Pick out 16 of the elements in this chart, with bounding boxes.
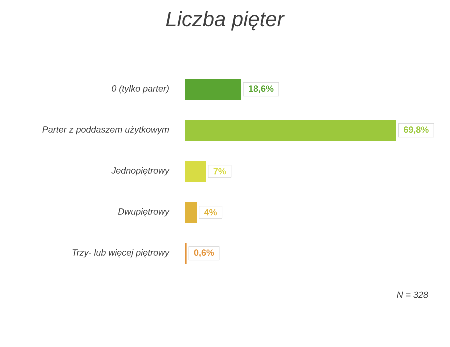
data-label: 69,8%	[404, 126, 429, 134]
bar	[185, 79, 242, 100]
data-label: 18,6%	[249, 86, 274, 94]
y-tick-label: Dwupiętrowy	[118, 208, 170, 217]
bar	[185, 120, 396, 142]
bar	[185, 202, 198, 224]
y-tick-label: Jednopiętrowy	[112, 167, 170, 176]
y-tick-label: Parter z poddaszem użytkowym	[42, 126, 170, 135]
bar	[185, 161, 206, 182]
data-label: 7%	[214, 168, 226, 175]
text: N = 328	[397, 292, 428, 298]
chart-title: Liczba pięter	[166, 11, 285, 31]
data-label: 4%	[204, 209, 218, 216]
y-tick-label: 0 (tylko parter)	[112, 85, 169, 94]
y-tick-label: Trzy- lub więcej piętrowy	[72, 249, 170, 258]
data-label: 0,6%	[194, 250, 214, 258]
